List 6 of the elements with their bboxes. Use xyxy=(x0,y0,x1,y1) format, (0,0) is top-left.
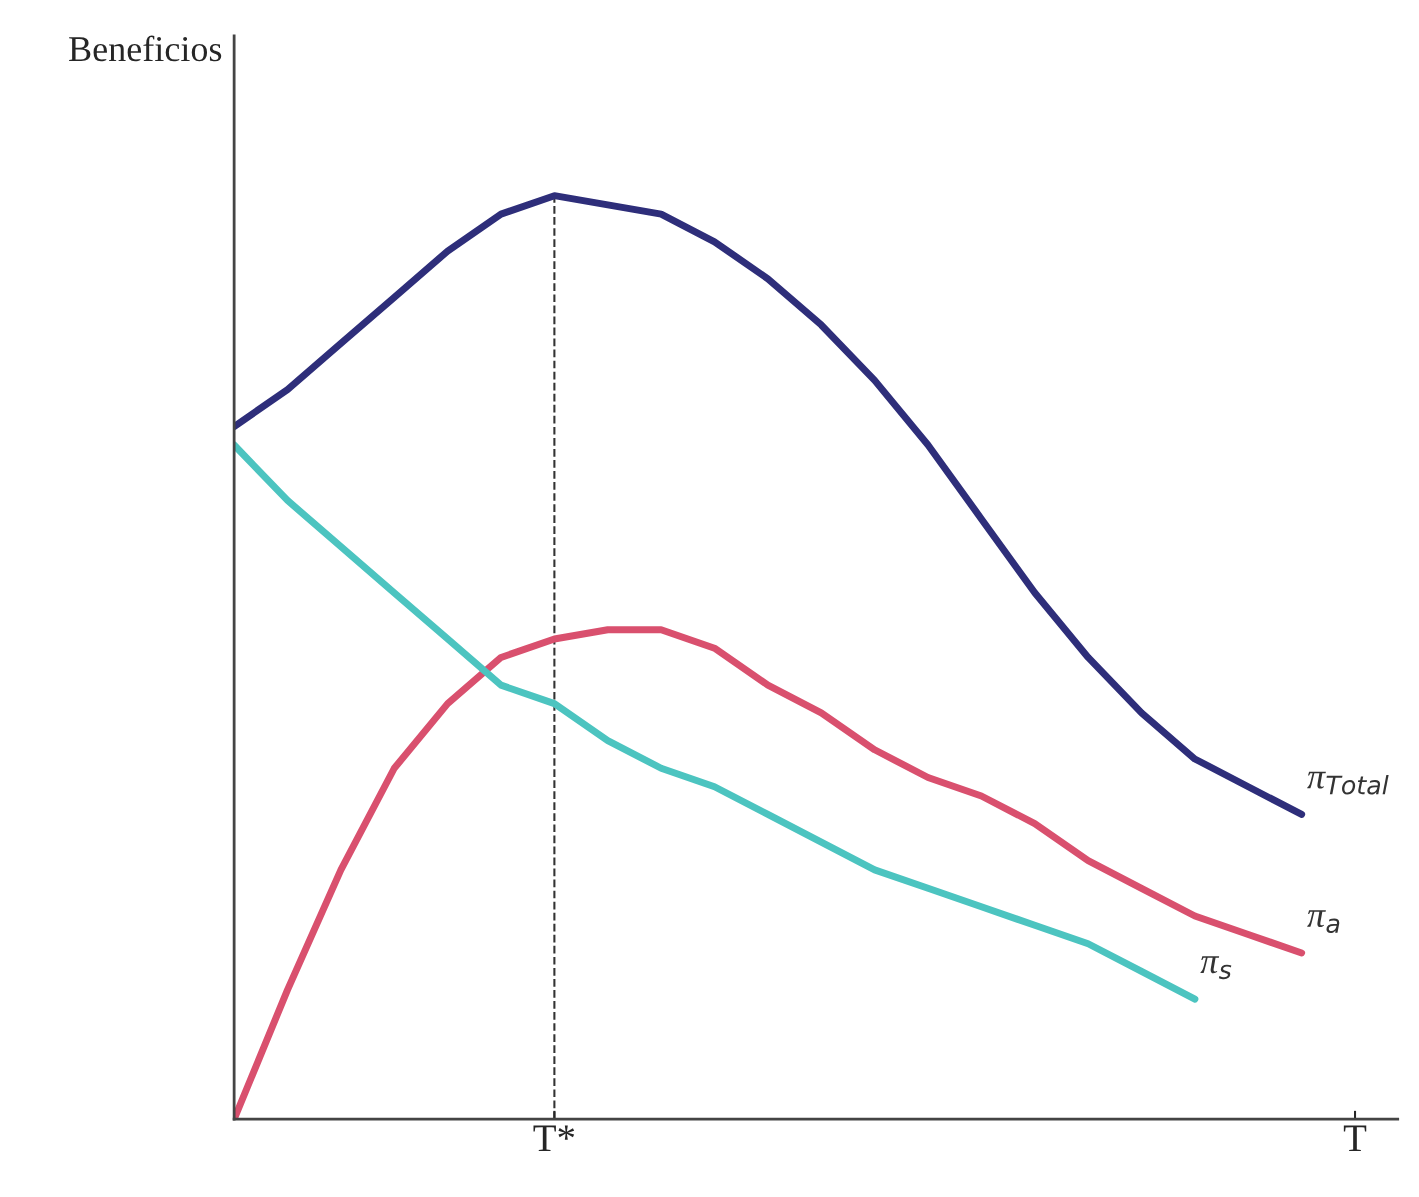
series-label: π$_{Total}$ xyxy=(1307,771,1389,795)
x-tick-label: T* xyxy=(533,1125,575,1152)
y-axis-title: Beneficios xyxy=(69,35,222,62)
series-label: π$_{a}$ xyxy=(1307,910,1340,934)
x-tick-label: T xyxy=(1343,1125,1367,1152)
series-label: π$_{s}$ xyxy=(1200,956,1232,980)
